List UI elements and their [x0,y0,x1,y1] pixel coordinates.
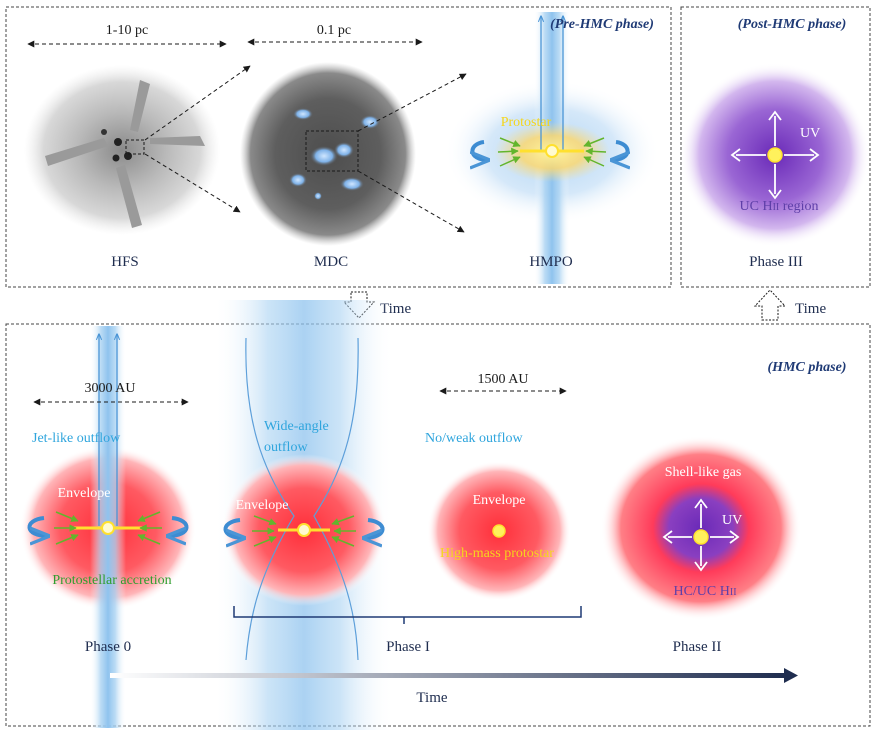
scale-mdc-label: 0.1 pc [317,23,351,38]
hfs-zoom-box [125,139,145,155]
phase0-label: Phase 0 [85,639,131,655]
mdc-label: MDC [314,254,348,270]
phase1-bracket [233,606,582,624]
hmpo-illustration [444,12,660,284]
high-mass-protostar-label: High-mass protostar [440,546,554,561]
phase1-label: Phase I [386,639,430,655]
time-label-right: Time [795,301,826,317]
time-label-bottom: Time [416,690,447,706]
shell-gas-label: Shell-like gas [665,465,742,480]
scale-3000au-label: 3000 AU [85,381,136,396]
uc-hii-region-label: UC HII region [740,199,819,214]
wide-outflow-label-1: Wide-angle [264,419,329,434]
panel-hmc [5,323,871,727]
weak-outflow-label: No/weak outflow [425,431,523,446]
mdc-cloud [240,62,416,246]
hcuc-hii-illustration [601,436,801,620]
phase2-uv-label: UV [722,513,742,528]
scale-hfs-label: 1-10 pc [106,23,148,38]
phase0-illustration [20,326,196,728]
accretion-label: Protostellar accretion [52,573,171,588]
post-uv-label: UV [800,126,820,141]
zoom-arrow-4 [357,170,465,233]
pre-hmc-title: (Pre-HMC phase) [550,17,654,32]
protostar-label: Protostar [501,115,552,130]
envelope-weak-outflow-illustration [427,461,571,601]
post-hmc-title: (Post-HMC phase) [738,17,847,32]
time-bar [110,673,786,678]
phase3-label: Phase III [749,254,803,270]
mdc-zoom-box [305,130,359,172]
panel-pre-hmc [5,6,672,288]
phase2-envelope-label: Envelope [473,493,526,508]
hfs-filament-cloud [24,65,220,235]
phase2-label: Phase II [673,639,722,655]
jet-outflow-label: Jet-like outflow [32,431,121,446]
time-bar-arrowhead [784,668,798,683]
hfs-label: HFS [111,254,139,270]
zoom-arrow-2 [144,153,241,213]
phase1-envelope-label: Envelope [236,498,289,513]
wide-outflow-label-2: outflow [264,440,308,455]
hmpo-label: HMPO [529,254,573,270]
time-arrow-up [753,289,787,321]
hcuc-hii-label: HC/UC HII [673,584,736,599]
zoom-arrow-3 [357,73,467,132]
scale-1500au-label: 1500 AU [478,372,529,387]
zoom-arrow-1 [144,65,251,141]
phase0-envelope-label: Envelope [58,486,111,501]
phase1-illustration [222,337,386,661]
uc-hii-illustration [680,63,870,247]
hmc-title: (HMC phase) [768,360,847,375]
